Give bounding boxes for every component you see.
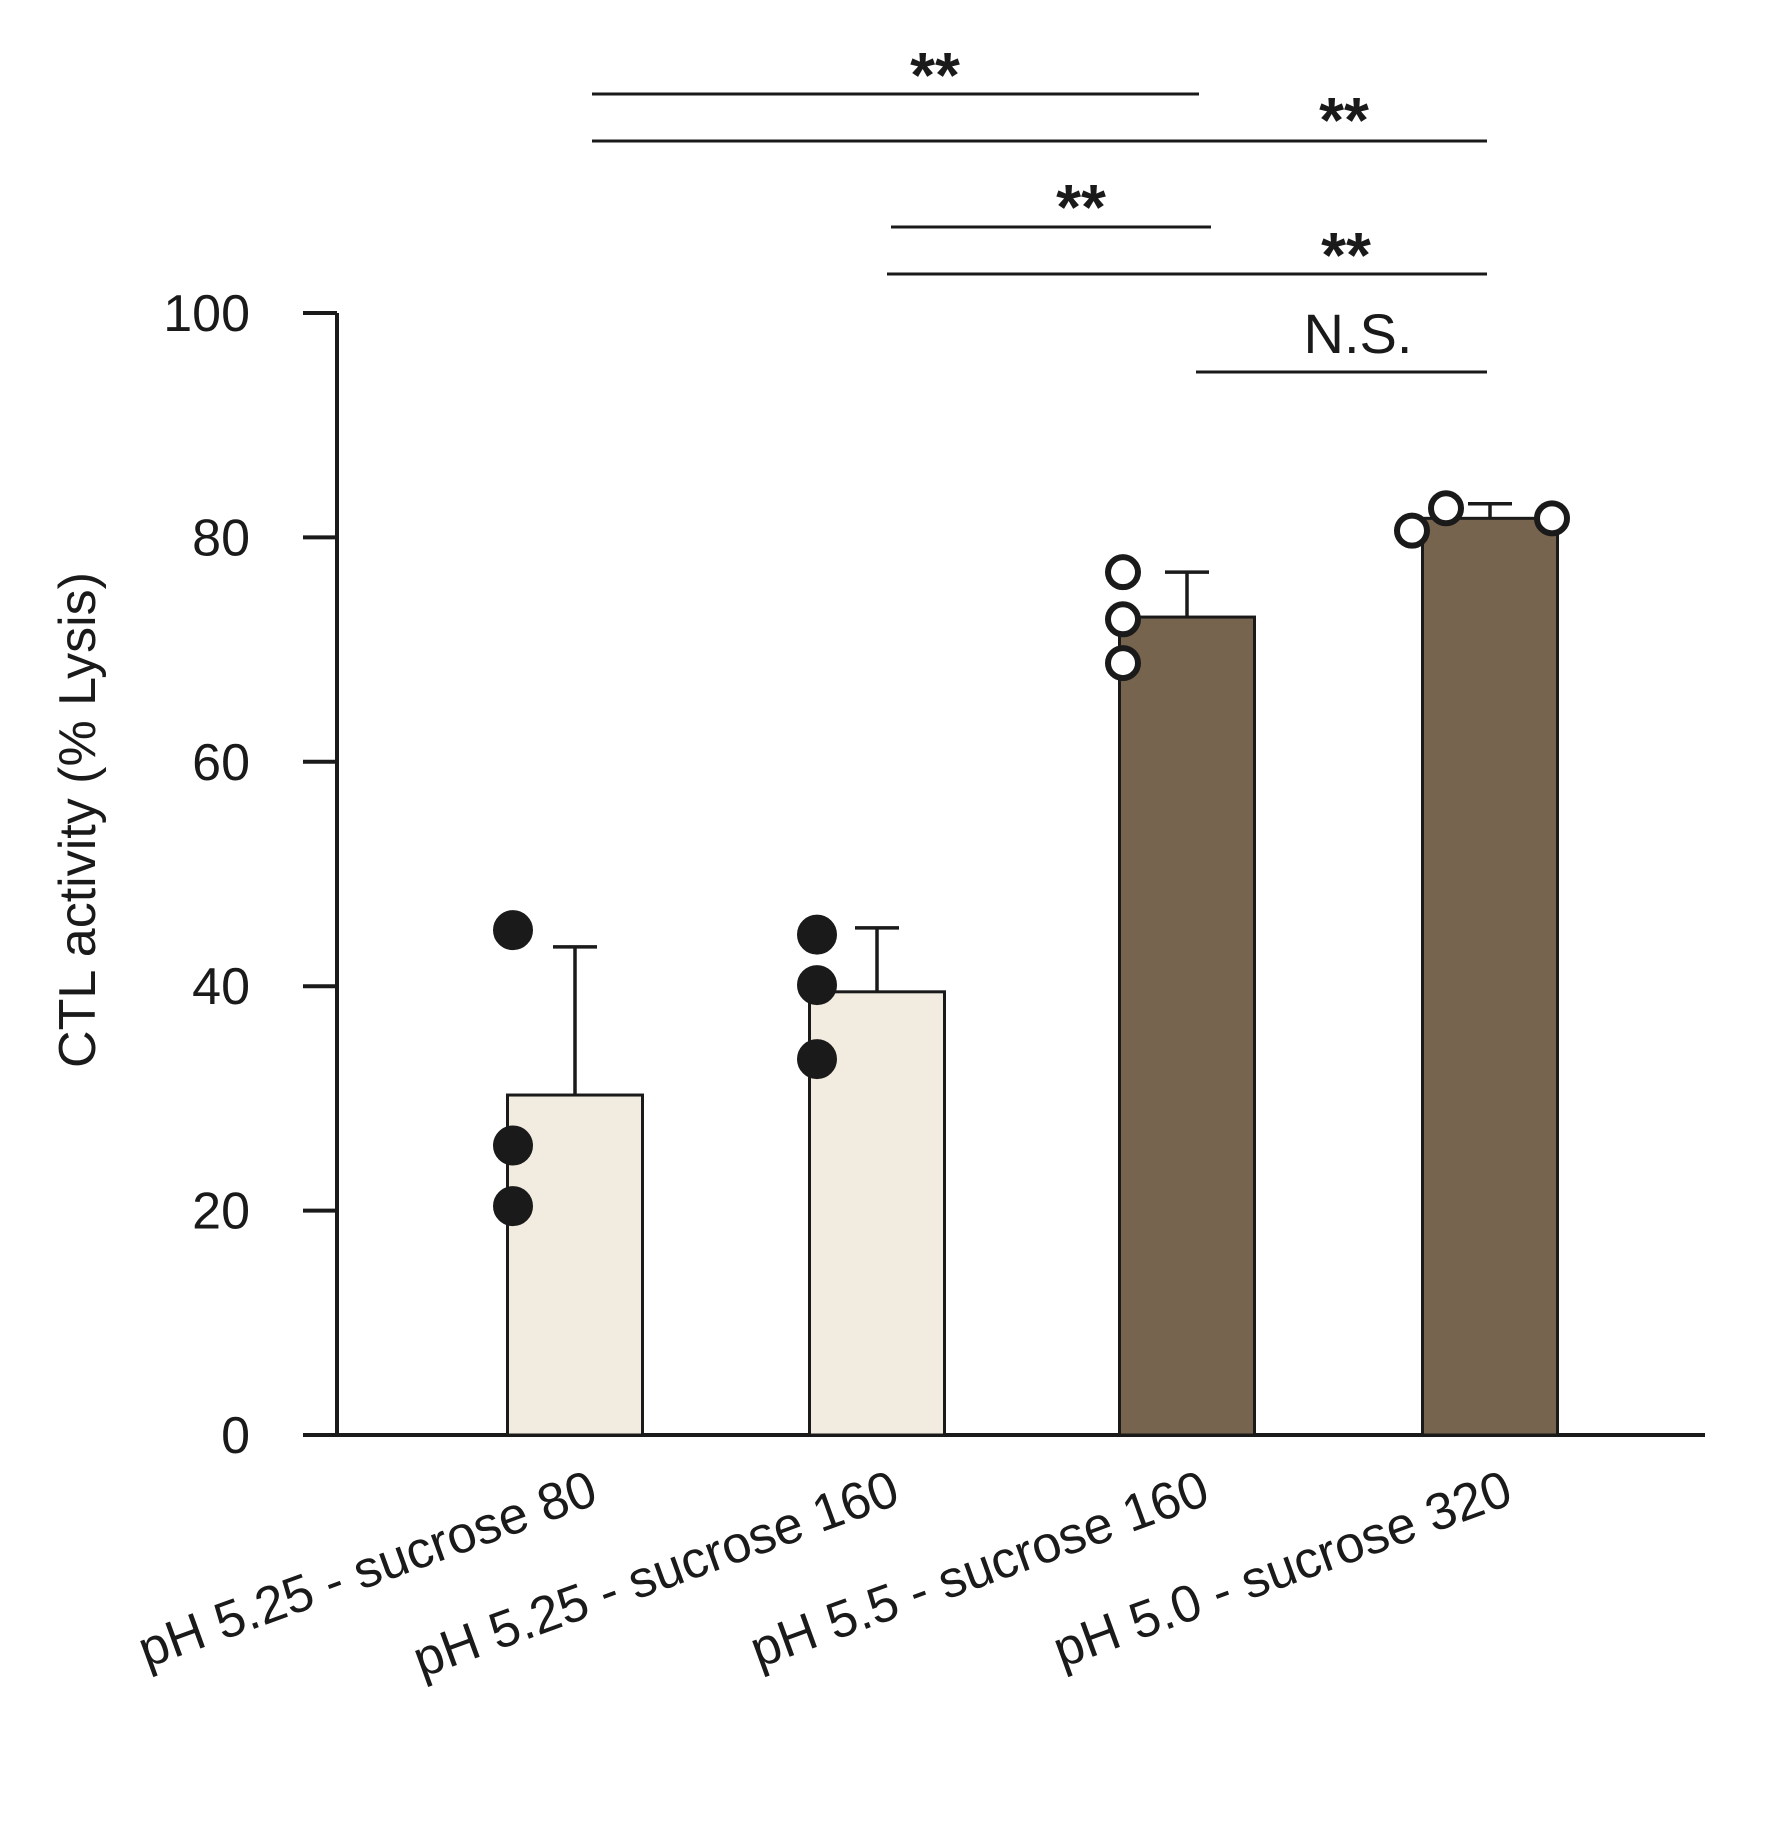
- data-point: [1534, 500, 1570, 537]
- data-point: [797, 965, 837, 1006]
- data-point: [493, 1125, 533, 1166]
- y-tick-label: 100: [163, 285, 250, 343]
- data-point: [797, 914, 837, 955]
- y-tick-label: 0: [221, 1407, 250, 1465]
- bars: [506, 501, 1559, 1437]
- bar: [1421, 516, 1559, 1437]
- significance-label: **: [1056, 171, 1106, 243]
- y-axis-title: CTL activity (% Lysis): [49, 572, 107, 1068]
- bar: [1118, 615, 1256, 1437]
- significance-label: **: [1319, 84, 1369, 156]
- category-label: pH 5.25 - sucrose 160: [405, 1460, 906, 1689]
- data-point: [1105, 645, 1141, 682]
- y-tick-label: 40: [192, 958, 250, 1016]
- significance-label: **: [910, 39, 960, 111]
- labels: CTL activity (% Lysis) 0 20 40 60 80 100 pH 5.…: [49, 285, 1519, 1689]
- significance-label: **: [1321, 219, 1371, 291]
- y-tick-label: 20: [192, 1183, 250, 1241]
- y-tick-label: 80: [192, 509, 250, 567]
- data-point: [1394, 512, 1430, 549]
- significance-brackets: ** ** ** ** N.S.: [592, 39, 1487, 374]
- data-point: [493, 910, 533, 951]
- data-point: [1105, 554, 1141, 591]
- data-point: [797, 1039, 837, 1080]
- data-point: [493, 1186, 533, 1227]
- data-point: [1428, 490, 1464, 527]
- data-point: [1105, 601, 1141, 638]
- data-points: [493, 490, 1570, 1227]
- significance-label: N.S.: [1304, 302, 1413, 365]
- y-tick-label: 60: [192, 734, 250, 792]
